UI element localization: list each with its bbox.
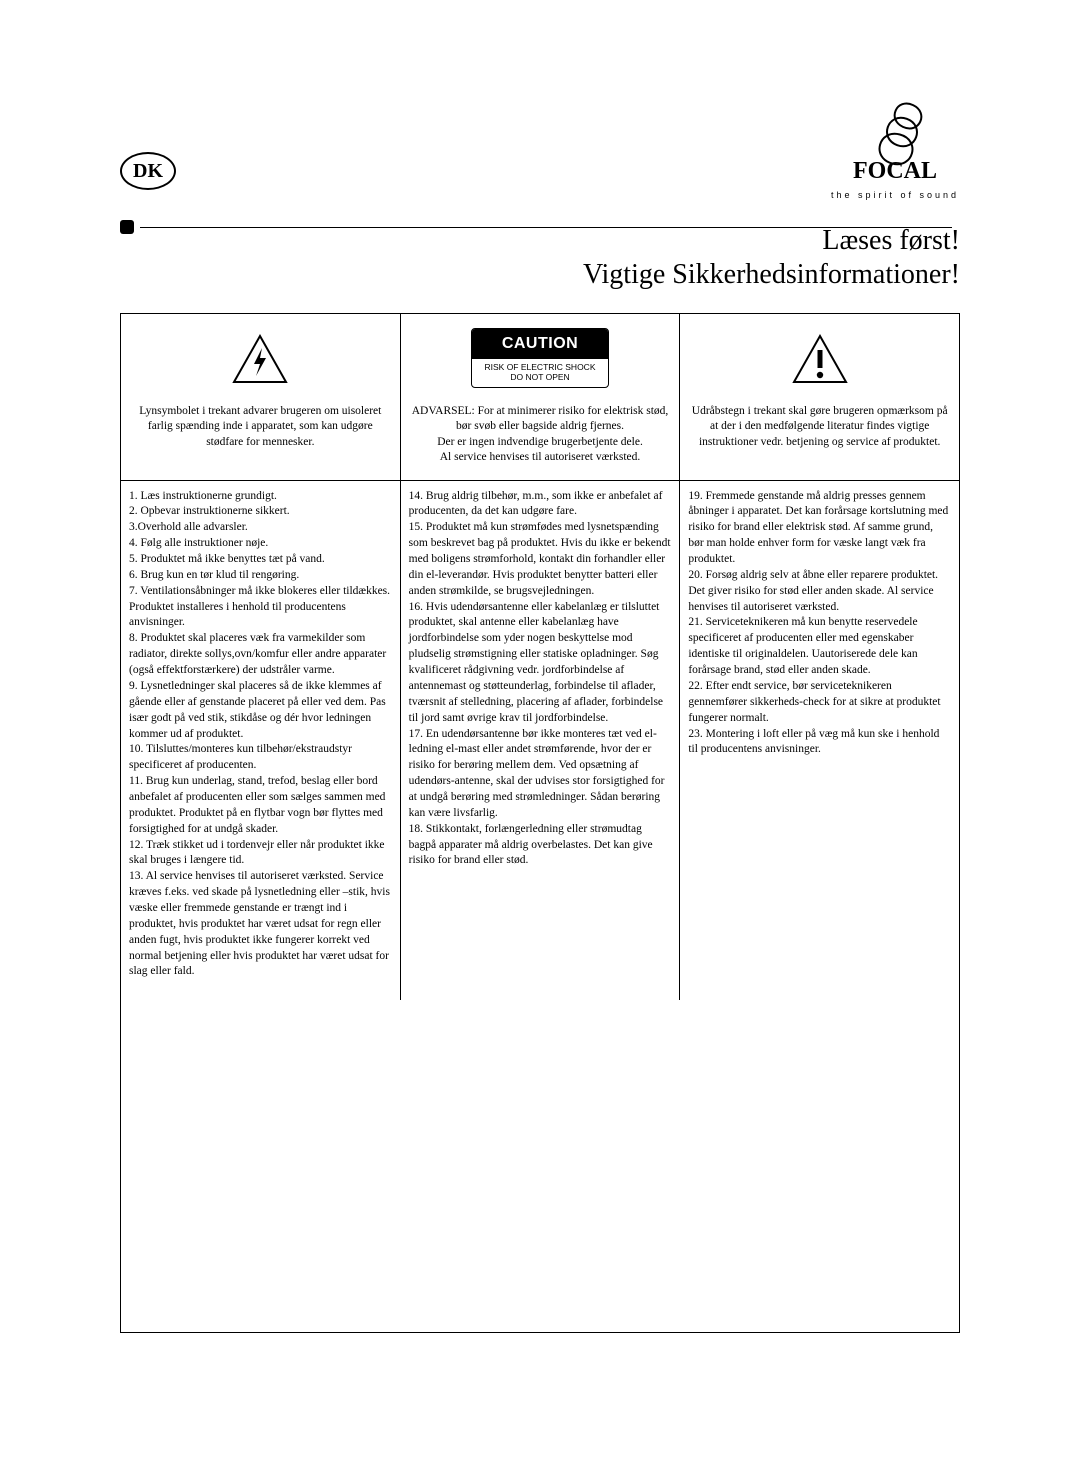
bullet-icon bbox=[120, 220, 134, 234]
lightning-text: Lynsymbolet i trekant advarer brugeren o… bbox=[131, 404, 390, 451]
title-line-1: Læses først! bbox=[120, 224, 960, 258]
focal-logo-icon: FOCAL bbox=[830, 100, 960, 186]
exclamation-triangle-icon bbox=[792, 334, 848, 384]
warning-icons-row: Lynsymbolet i trekant advarer brugeren o… bbox=[121, 314, 959, 480]
brand-logo: FOCAL the spirit of sound bbox=[830, 100, 960, 200]
lightning-cell: Lynsymbolet i trekant advarer brugeren o… bbox=[121, 314, 400, 479]
caution-line-1: RISK OF ELECTRIC SHOCK bbox=[480, 362, 600, 373]
instructions-col-1: 1. Læs instruktionerne grundigt. 2. Opbe… bbox=[121, 481, 400, 1001]
header-row: DK FOCAL the spirit of sound bbox=[120, 100, 960, 200]
page-titles: Læses først! Vigtige Sikkerhedsinformati… bbox=[120, 224, 960, 291]
brand-tagline: the spirit of sound bbox=[830, 190, 960, 200]
exclamation-text: Udråbstegn i trekant skal gøre brugeren … bbox=[690, 404, 949, 451]
content-box: Lynsymbolet i trekant advarer brugeren o… bbox=[120, 313, 960, 1333]
brand-word: FOCAL bbox=[853, 158, 937, 184]
caution-line-2: DO NOT OPEN bbox=[480, 372, 600, 383]
title-line-2: Vigtige Sikkerhedsinformationer! bbox=[120, 258, 960, 292]
caution-label-box: CAUTION RISK OF ELECTRIC SHOCK DO NOT OP… bbox=[471, 328, 609, 388]
instructions-row: 1. Læs instruktionerne grundigt. 2. Opbe… bbox=[121, 481, 959, 1001]
instructions-col-2: 14. Brug aldrig tilbehør, m.m., som ikke… bbox=[400, 481, 680, 1001]
caution-cell: CAUTION RISK OF ELECTRIC SHOCK DO NOT OP… bbox=[400, 314, 680, 479]
language-badge: DK bbox=[120, 152, 176, 190]
caution-text: ADVARSEL: For at minimerer risiko for el… bbox=[411, 404, 670, 466]
exclamation-cell: Udråbstegn i trekant skal gøre brugeren … bbox=[679, 314, 959, 479]
caution-heading: CAUTION bbox=[472, 329, 608, 359]
instructions-col-3: 19. Fremmede genstande må aldrig presses… bbox=[679, 481, 959, 1001]
lightning-triangle-icon bbox=[232, 334, 288, 384]
